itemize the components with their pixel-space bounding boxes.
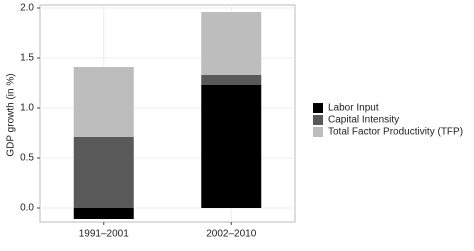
bar-segment bbox=[73, 67, 134, 137]
legend-label: Total Factor Productivity (TFP) bbox=[328, 127, 463, 138]
y-tick-label: 1.5 bbox=[20, 53, 34, 64]
legend-label: Labor Input bbox=[328, 103, 379, 114]
bar-segment bbox=[201, 75, 262, 85]
legend-swatch bbox=[313, 103, 323, 113]
legend-swatch bbox=[313, 127, 323, 137]
y-tick-label: 0.0 bbox=[20, 203, 34, 214]
y-tick-label: 1.0 bbox=[20, 103, 34, 114]
bar-segment bbox=[73, 208, 134, 219]
legend-label: Capital Intensity bbox=[328, 115, 399, 126]
bar-segment bbox=[73, 137, 134, 208]
bar-segment bbox=[201, 12, 262, 75]
y-tick-label: 0.5 bbox=[20, 153, 34, 164]
y-tick-label: 2.0 bbox=[20, 3, 34, 14]
x-tick-label: 2002–2010 bbox=[206, 229, 256, 240]
legend-swatch bbox=[313, 115, 323, 125]
y-axis-label: GDP growth (in %) bbox=[6, 73, 17, 156]
x-tick-label: 1991–2001 bbox=[79, 229, 129, 240]
bar-segment bbox=[201, 85, 262, 208]
